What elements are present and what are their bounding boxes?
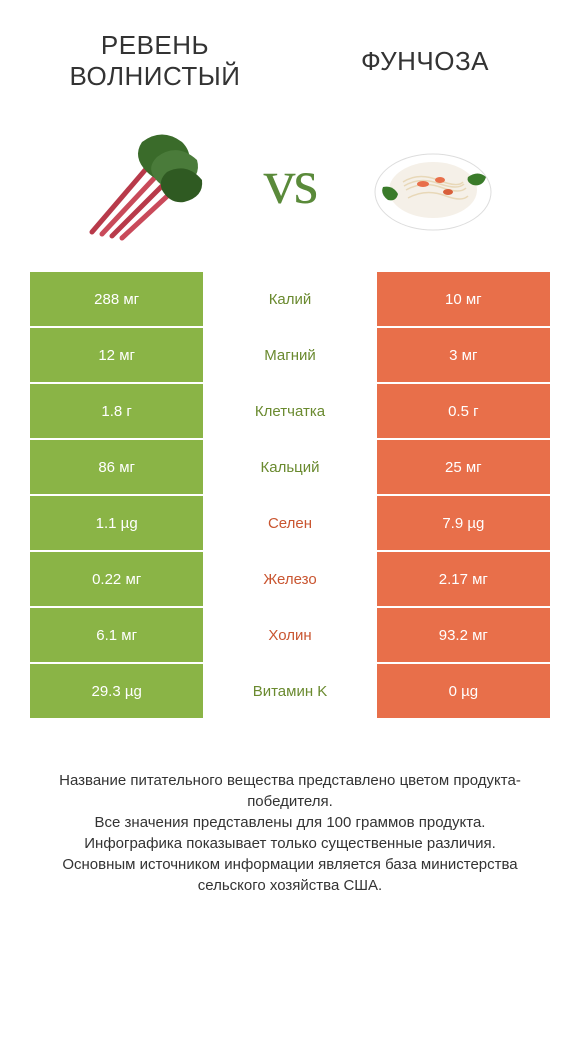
nutrient-label: Клетчатка bbox=[203, 384, 376, 438]
table-row: 86 мгКальций25 мг bbox=[30, 440, 550, 496]
table-row: 0.22 мгЖелезо2.17 мг bbox=[30, 552, 550, 608]
footer-line: Все значения представлены для 100 граммо… bbox=[30, 812, 550, 833]
footer-notes: Название питательного вещества представл… bbox=[0, 720, 580, 916]
right-value: 93.2 мг bbox=[377, 608, 550, 662]
left-value: 1.1 µg bbox=[30, 496, 203, 550]
vs-row: vs bbox=[0, 112, 580, 272]
nutrient-label: Калий bbox=[203, 272, 376, 326]
comparison-table: 288 мгКалий10 мг12 мгМагний3 мг1.8 гКлет… bbox=[0, 272, 580, 720]
left-value: 6.1 мг bbox=[30, 608, 203, 662]
footer-line: Основным источником информации является … bbox=[30, 854, 550, 896]
nutrient-label: Кальций bbox=[203, 440, 376, 494]
table-row: 29.3 µgВитамин K0 µg bbox=[30, 664, 550, 720]
table-row: 1.8 гКлетчатка0.5 г bbox=[30, 384, 550, 440]
footer-line: Инфографика показывает только существенн… bbox=[30, 833, 550, 854]
left-product-image bbox=[30, 122, 264, 242]
left-value: 12 мг bbox=[30, 328, 203, 382]
nutrient-label: Магний bbox=[203, 328, 376, 382]
left-value: 0.22 мг bbox=[30, 552, 203, 606]
right-value: 3 мг bbox=[377, 328, 550, 382]
left-value: 29.3 µg bbox=[30, 664, 203, 718]
nutrient-label: Витамин K bbox=[203, 664, 376, 718]
nutrient-label: Железо bbox=[203, 552, 376, 606]
right-value: 7.9 µg bbox=[377, 496, 550, 550]
right-value: 0 µg bbox=[377, 664, 550, 718]
table-row: 1.1 µgСелен7.9 µg bbox=[30, 496, 550, 552]
table-row: 288 мгКалий10 мг bbox=[30, 272, 550, 328]
right-value: 2.17 мг bbox=[377, 552, 550, 606]
nutrient-label: Селен bbox=[203, 496, 376, 550]
left-value: 1.8 г bbox=[30, 384, 203, 438]
right-value: 10 мг bbox=[377, 272, 550, 326]
right-value: 0.5 г bbox=[377, 384, 550, 438]
table-row: 6.1 мгХолин93.2 мг bbox=[30, 608, 550, 664]
rhubarb-icon bbox=[82, 122, 212, 242]
footer-line: Название питательного вещества представл… bbox=[30, 770, 550, 812]
header: Ревень волнистый Фунчоза bbox=[0, 0, 580, 112]
right-product-title: Фунчоза bbox=[290, 46, 560, 77]
nutrient-label: Холин bbox=[203, 608, 376, 662]
vs-label: vs bbox=[264, 145, 317, 219]
left-product-title: Ревень волнистый bbox=[20, 30, 290, 92]
right-value: 25 мг bbox=[377, 440, 550, 494]
right-product-image bbox=[316, 122, 550, 242]
table-row: 12 мгМагний3 мг bbox=[30, 328, 550, 384]
funchoza-icon bbox=[368, 122, 498, 242]
left-value: 288 мг bbox=[30, 272, 203, 326]
left-value: 86 мг bbox=[30, 440, 203, 494]
